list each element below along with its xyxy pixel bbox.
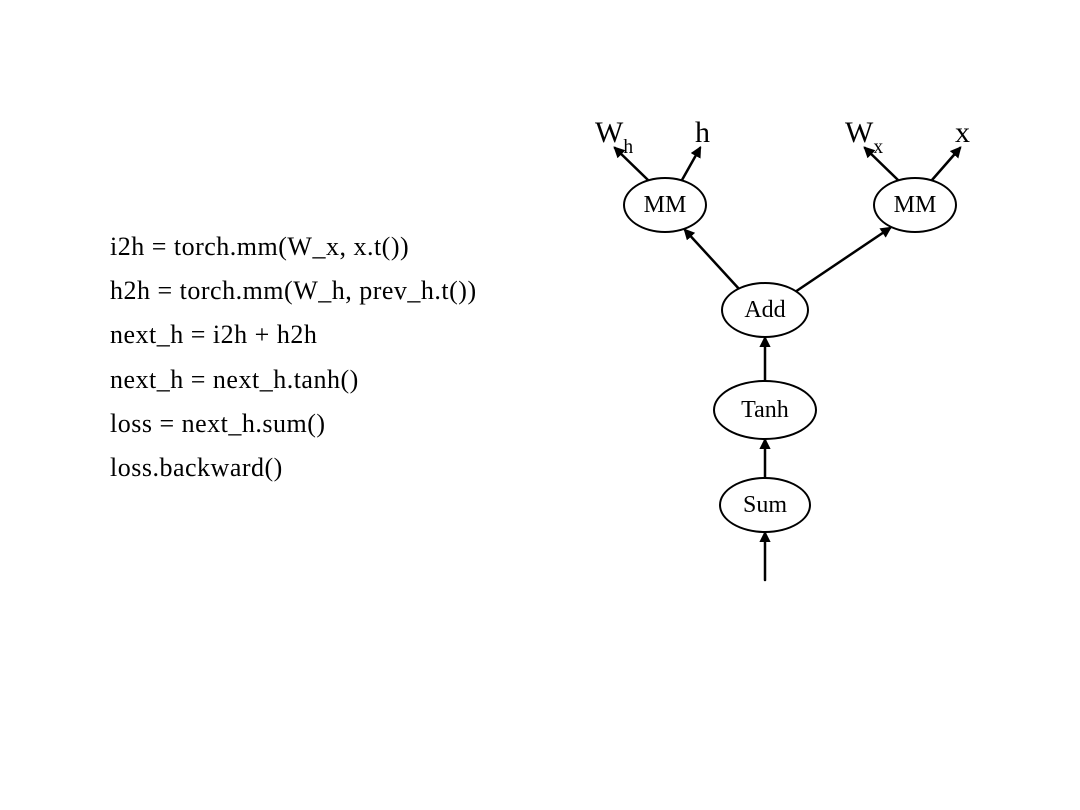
graph-node-add: Add	[721, 282, 809, 338]
code-line: next_h = next_h.tanh()	[110, 358, 570, 402]
graph-leaf-Wh: Wh	[595, 118, 633, 154]
graph-leaf-h: h	[695, 118, 710, 148]
code-line: loss = next_h.sum()	[110, 402, 570, 446]
graph-node-mm2: MM	[873, 177, 957, 233]
computation-graph: MMMMAddTanhSumWhhWxx	[560, 100, 1060, 700]
code-line: loss.backward()	[110, 446, 570, 490]
edge	[795, 228, 890, 292]
code-block: i2h = torch.mm(W_x, x.t()) h2h = torch.m…	[110, 225, 570, 490]
graph-node-sum: Sum	[719, 477, 811, 533]
graph-node-tanh: Tanh	[713, 380, 817, 440]
graph-leaf-x: x	[955, 118, 970, 148]
graph-node-mm1: MM	[623, 177, 707, 233]
edge	[932, 148, 960, 180]
code-line: next_h = i2h + h2h	[110, 313, 570, 357]
code-line: h2h = torch.mm(W_h, prev_h.t())	[110, 269, 570, 313]
edge	[682, 148, 700, 180]
diagram-canvas: i2h = torch.mm(W_x, x.t()) h2h = torch.m…	[0, 0, 1080, 810]
code-line: i2h = torch.mm(W_x, x.t())	[110, 225, 570, 269]
graph-leaf-Wx: Wx	[845, 118, 883, 154]
edge	[685, 230, 740, 290]
